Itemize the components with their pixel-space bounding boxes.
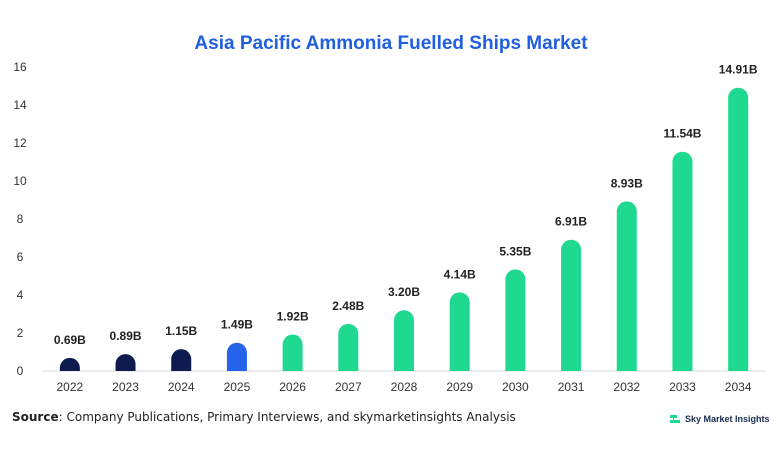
data-label: 1.49B (221, 318, 253, 332)
x-tick-label: 2023 (112, 380, 139, 394)
source-note: Source: Company Publications, Primary In… (12, 410, 516, 424)
x-tick-label: 2026 (279, 380, 306, 394)
bar-2032 (616, 201, 637, 371)
x-tick-label: 2030 (502, 380, 529, 394)
data-label: 4.14B (444, 267, 476, 281)
x-tick-label: 2029 (446, 380, 473, 394)
x-tick-label: 2024 (168, 380, 195, 394)
y-tick-label: 2 (17, 326, 24, 340)
y-tick-label: 12 (13, 136, 27, 150)
data-label: 3.20B (388, 285, 420, 299)
x-tick-label: 2025 (224, 380, 251, 394)
y-tick-label: 4 (17, 288, 24, 302)
data-label: 11.54B (663, 127, 701, 141)
data-labels: 0.69B 0.89B 1.15B 1.49B 1.92B 2.48B 3.20B 4.14B… (54, 63, 758, 347)
brand: Sky Market Insights (668, 412, 770, 426)
data-label: 5.35B (499, 244, 531, 258)
data-label: 2.48B (332, 299, 364, 313)
data-label: 1.15B (165, 324, 197, 338)
source-label: Source (12, 410, 59, 424)
x-tick-label: 2022 (56, 380, 83, 394)
bar-2031 (561, 239, 582, 371)
y-tick-label: 14 (13, 98, 27, 112)
sky-market-insights-logo-icon (670, 415, 680, 423)
x-tick-label: 2028 (391, 380, 418, 394)
chart-title: Asia Pacific Ammonia Fuelled Ships Marke… (194, 33, 588, 54)
y-tick-label: 6 (17, 250, 24, 264)
y-tick-label: 16 (13, 60, 27, 74)
bar-2029 (449, 292, 470, 371)
data-label: 1.92B (277, 310, 309, 324)
source-text: : Company Publications, Primary Intervie… (58, 410, 516, 424)
data-label: 6.91B (555, 215, 587, 229)
bar-2023 (115, 354, 136, 371)
bar-2033 (672, 151, 693, 371)
x-tick-label: 2034 (725, 380, 752, 394)
data-label: 14.91B (719, 63, 758, 77)
y-tick-label: 8 (17, 212, 24, 226)
y-tick-label: 10 (13, 174, 27, 188)
x-tick-label: 2033 (669, 380, 696, 394)
x-tick-label: 2027 (335, 380, 362, 394)
x-tick-label: 2032 (613, 380, 640, 394)
y-axis-ticks: 0 2 4 6 8 10 12 14 16 (13, 60, 27, 378)
data-label: 0.69B (54, 333, 86, 347)
x-tick-label: 2031 (558, 380, 585, 394)
brand-name: Sky Market Insights (685, 414, 770, 424)
x-axis-ticks: 2022 2023 2024 2025 2026 2027 2028 2029 2030 2031… (56, 380, 751, 394)
bar-2024 (171, 349, 192, 371)
bar-2034 (728, 87, 749, 372)
bar-2030 (505, 269, 526, 371)
bar-2022 (59, 357, 80, 371)
bar-2027 (338, 323, 359, 371)
bars (59, 87, 749, 372)
bar-2028 (394, 310, 414, 371)
y-tick-label: 0 (17, 364, 24, 378)
data-label: 0.89B (110, 329, 142, 343)
bar-2025 (226, 342, 247, 371)
bar-2026 (282, 334, 303, 371)
data-label: 8.93B (611, 176, 643, 190)
